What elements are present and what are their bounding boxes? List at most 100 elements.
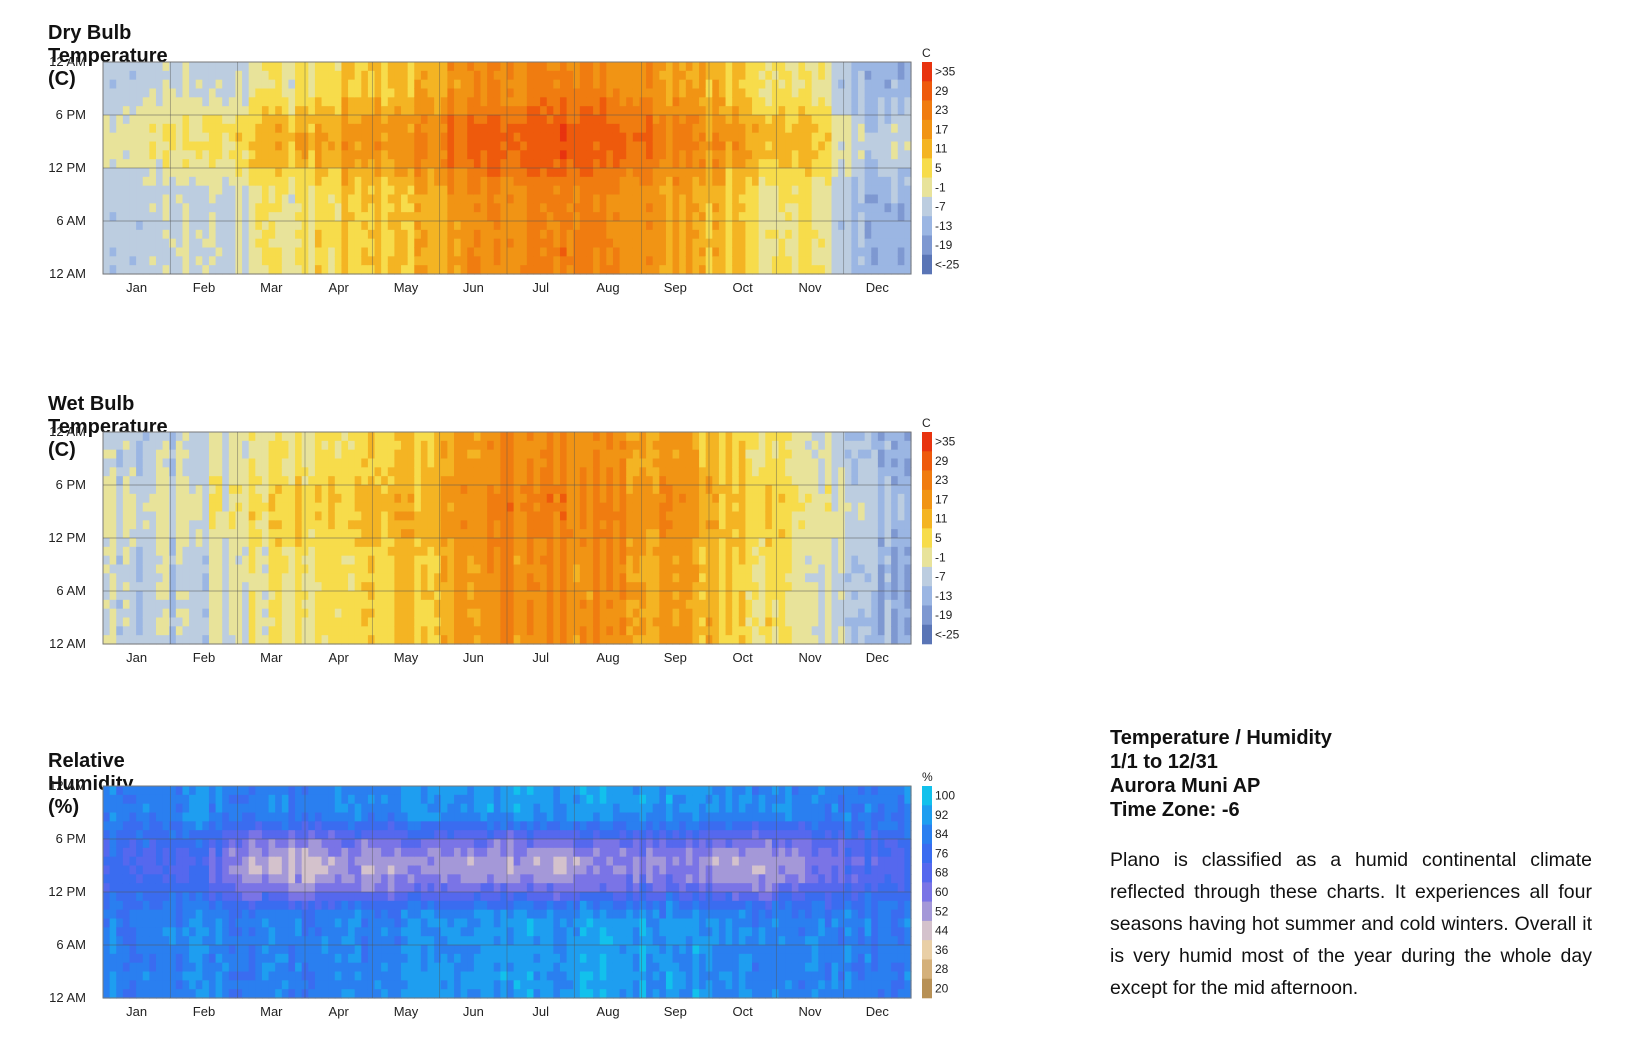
heatmap-cell [361, 626, 369, 636]
heatmap-cell [122, 150, 131, 160]
heatmap-cell [546, 62, 554, 72]
heatmap-cell [116, 238, 124, 249]
heatmap-cell [877, 168, 886, 178]
heatmap-cell [553, 476, 561, 486]
heatmap-cell [520, 221, 528, 231]
heatmap-cell [129, 582, 137, 592]
heatmap-cell [599, 493, 607, 504]
heatmap-cell [646, 194, 654, 204]
heatmap-cell [732, 238, 740, 249]
heatmap-cell [685, 265, 694, 275]
heatmap-cell [632, 62, 641, 72]
heatmap-cell [559, 608, 568, 619]
heatmap-cell [129, 599, 137, 610]
heatmap-cell [288, 617, 296, 627]
heatmap-cell [586, 221, 594, 231]
heatmap-cell [573, 97, 581, 107]
heatmap-cell [785, 88, 793, 98]
heatmap-cell [606, 608, 614, 619]
heatmap-cell [824, 106, 833, 116]
heatmap-cell [533, 476, 541, 486]
heatmap-cell [480, 582, 488, 592]
heatmap-cell [877, 238, 886, 249]
heatmap-cell [142, 502, 150, 513]
heatmap-cell [871, 159, 879, 169]
heatmap-cell [593, 203, 601, 213]
heatmap-cell [361, 168, 369, 178]
heatmap-cell [493, 62, 501, 72]
heatmap-cell [103, 467, 111, 477]
heatmap-cell [268, 88, 276, 98]
heatmap-cell [473, 467, 482, 477]
heatmap-cell [328, 203, 336, 213]
heatmap-cell [255, 256, 263, 266]
heatmap-cell [281, 564, 290, 574]
heatmap-cell [738, 229, 747, 240]
heatmap-cell [149, 141, 157, 151]
heatmap-cell [798, 185, 806, 196]
heatmap-cell [884, 238, 892, 249]
heatmap-cell [679, 70, 687, 81]
heatmap-cell [626, 467, 634, 477]
heatmap-cell [467, 256, 475, 266]
heatmap-cell [407, 520, 415, 530]
heatmap-cell [235, 185, 243, 196]
heatmap-cell [447, 88, 455, 98]
heatmap-cell [699, 79, 707, 90]
heatmap-cell [891, 97, 899, 107]
heatmap-cell [162, 256, 170, 266]
heatmap-cell [381, 88, 389, 98]
heatmap-cell [248, 511, 256, 521]
heatmap-cell [341, 115, 349, 125]
heatmap-cell [904, 212, 912, 222]
heatmap-cell [745, 159, 753, 169]
heatmap-cell [407, 115, 415, 125]
heatmap-cell [255, 194, 263, 204]
heatmap-cell [268, 106, 276, 116]
heatmap-cell [646, 256, 654, 266]
heatmap-cell [758, 256, 766, 266]
heatmap-cell [447, 635, 455, 645]
heatmap-cell [248, 247, 256, 257]
heatmap-cell [427, 449, 435, 460]
heatmap-cell [540, 538, 548, 548]
heatmap-cell [546, 538, 554, 548]
heatmap-cell [367, 599, 376, 610]
heatmap-cell [454, 159, 462, 169]
heatmap-cell [593, 582, 601, 592]
heatmap-cell [381, 476, 389, 486]
heatmap-cell [566, 79, 574, 90]
heatmap-cell [785, 176, 793, 187]
heatmap-cell [599, 529, 607, 539]
heatmap-cell [480, 502, 488, 513]
heatmap-cell [142, 617, 150, 627]
heatmap-cell [513, 582, 521, 592]
heatmap-cell [255, 150, 263, 160]
heatmap-cell [136, 168, 144, 178]
heatmap-cell [189, 440, 197, 451]
heatmap-cell [897, 168, 905, 178]
heatmap-cell [447, 493, 455, 504]
heatmap-cell [520, 476, 528, 486]
heatmap-cell [447, 449, 455, 460]
heatmap-cell [546, 132, 554, 143]
heatmap-cell [440, 159, 448, 169]
heatmap-cell [513, 511, 521, 521]
heatmap-cell [758, 168, 766, 178]
heatmap-cell [467, 626, 475, 636]
heatmap-cell [732, 168, 740, 178]
heatmap-cell [606, 440, 614, 451]
heatmap-cell [328, 449, 336, 460]
heatmap-cell [586, 476, 594, 486]
heatmap-cell [652, 256, 660, 266]
heatmap-cell [374, 573, 382, 583]
heatmap-cell [387, 79, 396, 90]
heatmap-cell [261, 520, 270, 530]
heatmap-cell [288, 599, 296, 610]
heatmap-cell [540, 573, 548, 583]
heatmap-cell [295, 546, 303, 557]
heatmap-cell [553, 432, 561, 442]
heatmap-cell [354, 229, 362, 240]
heatmap-cell [348, 449, 356, 460]
heatmap-cell [811, 159, 819, 169]
